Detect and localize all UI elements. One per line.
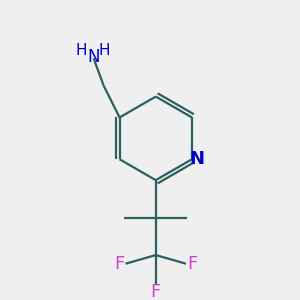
Text: F: F (187, 255, 197, 273)
Text: N: N (190, 150, 205, 168)
Text: N: N (87, 48, 100, 66)
Text: H: H (76, 43, 87, 58)
Text: H: H (99, 43, 110, 58)
Text: F: F (151, 283, 161, 300)
Text: F: F (114, 255, 124, 273)
